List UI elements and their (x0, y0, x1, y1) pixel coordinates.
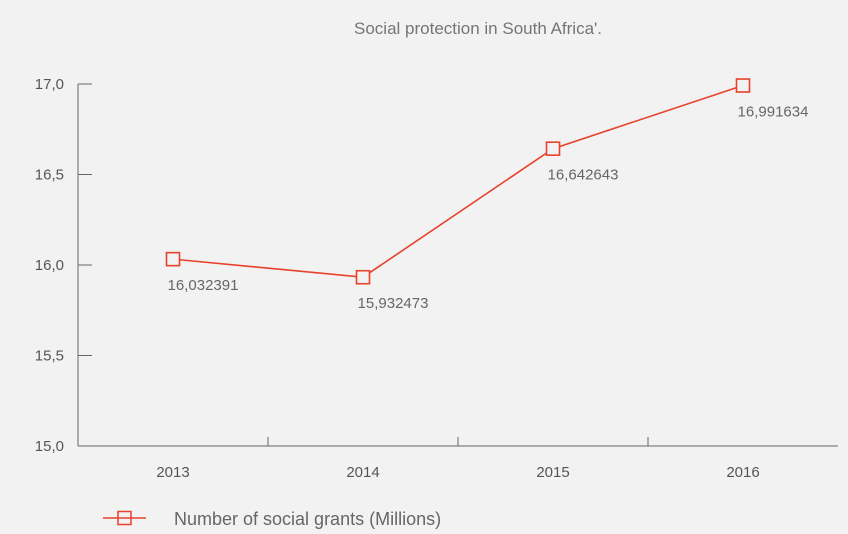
y-tick-label: 15,5 (35, 348, 64, 365)
x-tick-label: 2016 (726, 464, 759, 481)
x-tick-label: 2014 (346, 464, 379, 481)
y-tick-labels: 15,0 15,5 16,0 16,5 17,0 (35, 76, 64, 455)
chart-title: Social protection in South Africa'. (354, 19, 602, 38)
series-group (165, 78, 751, 285)
data-label: 16,991634 (738, 104, 809, 121)
data-point-marker (735, 78, 751, 93)
data-label: 15,932473 (358, 295, 429, 312)
y-tick-label: 17,0 (35, 76, 64, 93)
legend-marker (117, 510, 132, 526)
data-label: 16,642643 (548, 167, 619, 184)
data-point-marker (545, 141, 561, 156)
x-tick-label: 2013 (156, 464, 189, 481)
data-point-marker (355, 269, 371, 285)
data-labels: 16,032391 15,932473 16,642643 16,991634 (168, 104, 809, 313)
data-point-marker (165, 251, 181, 267)
y-tick-label: 16,5 (35, 167, 64, 184)
x-tick-labels: 2013 2014 2015 2016 (156, 464, 759, 481)
legend: Number of social grants (Millions) (103, 509, 441, 529)
x-tick-label: 2015 (536, 464, 569, 481)
y-tick-label: 16,0 (35, 257, 64, 274)
data-label: 16,032391 (168, 277, 239, 294)
y-tick-label: 15,0 (35, 438, 64, 455)
axes (77, 83, 838, 447)
legend-label: Number of social grants (Millions) (174, 509, 441, 529)
series-line (172, 84, 744, 279)
